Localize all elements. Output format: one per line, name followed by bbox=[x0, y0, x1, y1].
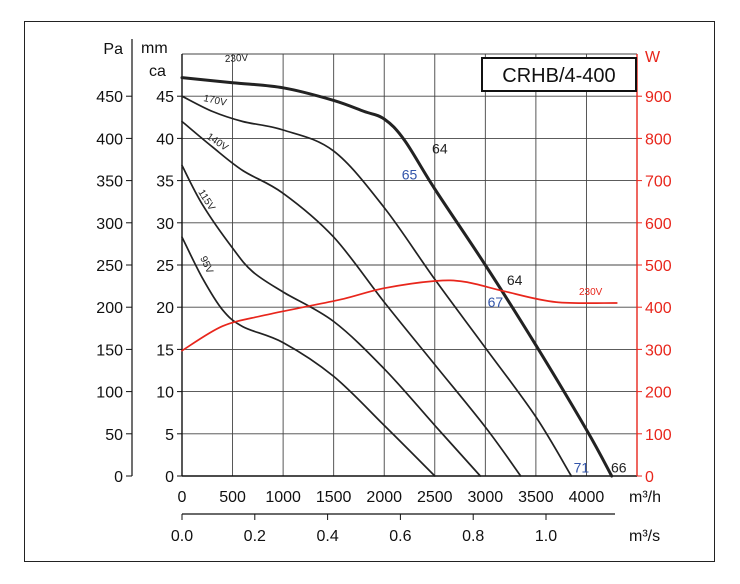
power-tick-label: 100 bbox=[645, 427, 672, 444]
m3s-tick-label: 1.0 bbox=[535, 528, 557, 545]
x-tick-label: 2500 bbox=[417, 489, 453, 506]
x-tick-label: 3000 bbox=[468, 489, 504, 506]
mmca-tick-label: 30 bbox=[156, 216, 174, 233]
m3s-tick-label: 0.8 bbox=[462, 528, 484, 545]
pa-tick-label: 50 bbox=[105, 427, 123, 444]
pa-tick-label: 0 bbox=[114, 469, 123, 486]
noise-level-label: 64 bbox=[432, 141, 448, 157]
power-tick-label: 800 bbox=[645, 131, 672, 148]
m3s-tick-label: 0.6 bbox=[389, 528, 411, 545]
x-tick-label: 1000 bbox=[265, 489, 301, 506]
m3s-tick-label: 0.2 bbox=[244, 528, 266, 545]
x-tick-label: 2000 bbox=[366, 489, 402, 506]
x-axis-unit: m³/h bbox=[629, 489, 661, 506]
power-curve bbox=[181, 279, 618, 352]
pa-tick-label: 200 bbox=[96, 300, 123, 317]
pa-tick-label: 450 bbox=[96, 89, 123, 106]
power-tick-label: 200 bbox=[645, 385, 672, 402]
grid-lines bbox=[181, 53, 638, 477]
pressure-curve bbox=[181, 236, 436, 477]
pa-tick-label: 250 bbox=[96, 258, 123, 275]
mmca-tick-label: 25 bbox=[156, 258, 174, 275]
noise-level-label: 67 bbox=[488, 294, 504, 310]
power-tick-label: 500 bbox=[645, 258, 672, 275]
x-tick-label: 0 bbox=[178, 489, 187, 506]
x-tick-label: 1500 bbox=[316, 489, 352, 506]
chart-title-box: CRHB/4-400 bbox=[481, 57, 637, 92]
x-tick-label: 3500 bbox=[518, 489, 554, 506]
fan-performance-chart: 050100150200250300350400450Pa05101520253… bbox=[96, 39, 672, 545]
series-label: 115V bbox=[195, 188, 216, 213]
noise-level-label: 66 bbox=[611, 460, 627, 476]
pa-tick-label: 150 bbox=[96, 342, 123, 359]
pa-tick-label: 350 bbox=[96, 174, 123, 191]
pressure-curve bbox=[181, 95, 573, 477]
m3s-axis-unit: m³/s bbox=[629, 528, 660, 545]
mmca-tick-label: 15 bbox=[156, 342, 174, 359]
pa-tick-label: 100 bbox=[96, 385, 123, 402]
pa-tick-label: 400 bbox=[96, 131, 123, 148]
series-label: 170V bbox=[202, 93, 227, 109]
mmca-tick-label: 45 bbox=[156, 89, 174, 106]
mmca-tick-label: 35 bbox=[156, 174, 174, 191]
power-axis-unit: W bbox=[645, 49, 661, 66]
chart-title: CRHB/4-400 bbox=[502, 65, 615, 87]
mmca-axis-unit-line2: ca bbox=[149, 63, 166, 80]
pressure-curve bbox=[180, 76, 614, 478]
mmca-tick-label: 10 bbox=[156, 385, 174, 402]
mmca-tick-label: 40 bbox=[156, 131, 174, 148]
mmca-tick-label: 20 bbox=[156, 300, 174, 317]
x-tick-label: 4000 bbox=[569, 489, 605, 506]
x-tick-label: 500 bbox=[219, 489, 246, 506]
power-tick-label: 300 bbox=[645, 342, 672, 359]
chart-frame: 0 50 100 150 200 250 300 350 400 450 Pa 0 5 10 15 20 25 3… bbox=[24, 21, 715, 562]
m3s-tick-label: 0.4 bbox=[316, 528, 338, 545]
pa-axis-unit: Pa bbox=[103, 41, 123, 58]
power-tick-label: 0 bbox=[645, 469, 654, 486]
pressure-curve bbox=[181, 120, 522, 477]
pa-tick-label: 300 bbox=[96, 216, 123, 233]
axes: 050100150200250300350400450Pa05101520253… bbox=[96, 39, 672, 545]
series-curves bbox=[180, 76, 618, 478]
power-tick-label: 900 bbox=[645, 89, 672, 106]
pressure-curve bbox=[181, 164, 482, 477]
noise-level-label: 71 bbox=[574, 460, 590, 476]
mmca-tick-label: 5 bbox=[165, 427, 174, 444]
series-label: 230V bbox=[225, 53, 249, 65]
noise-level-label: 64 bbox=[507, 272, 523, 288]
mmca-tick-label: 0 bbox=[165, 469, 174, 486]
power-tick-label: 600 bbox=[645, 216, 672, 233]
power-tick-label: 400 bbox=[645, 300, 672, 317]
noise-level-label: 65 bbox=[402, 167, 418, 183]
series-label: 230V bbox=[579, 287, 603, 298]
m3s-tick-label: 0.0 bbox=[171, 528, 193, 545]
mmca-axis-unit-line1: mm bbox=[141, 40, 168, 57]
power-tick-label: 700 bbox=[645, 174, 672, 191]
